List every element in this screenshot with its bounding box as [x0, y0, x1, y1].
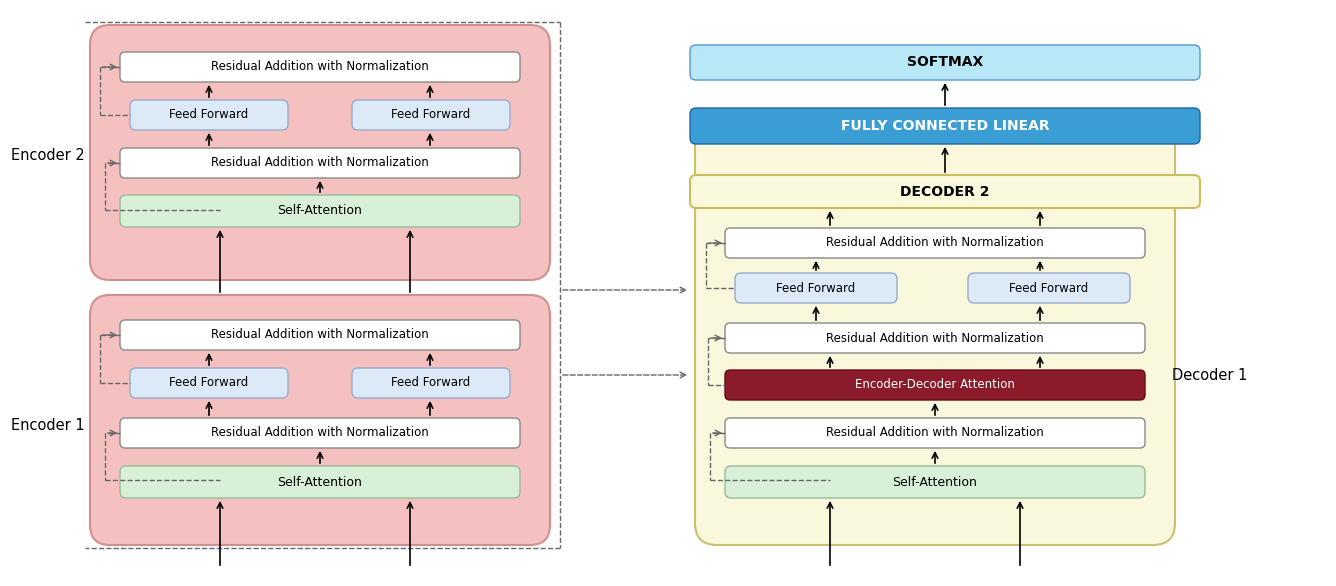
Text: Residual Addition with Normalization: Residual Addition with Normalization — [826, 427, 1043, 440]
FancyBboxPatch shape — [725, 466, 1145, 498]
Text: Feed Forward: Feed Forward — [776, 281, 855, 295]
FancyBboxPatch shape — [120, 148, 520, 178]
Text: Residual Addition with Normalization: Residual Addition with Normalization — [211, 427, 429, 440]
Text: Feed Forward: Feed Forward — [391, 108, 470, 121]
FancyBboxPatch shape — [689, 108, 1200, 144]
Text: Encoder-Decoder Attention: Encoder-Decoder Attention — [855, 379, 1015, 391]
Text: Feed Forward: Feed Forward — [170, 376, 248, 390]
FancyBboxPatch shape — [120, 52, 520, 82]
FancyBboxPatch shape — [120, 195, 520, 227]
Text: Self-Attention: Self-Attention — [278, 205, 362, 217]
Text: FULLY CONNECTED LINEAR: FULLY CONNECTED LINEAR — [840, 119, 1049, 133]
Text: Self-Attention: Self-Attention — [278, 475, 362, 489]
FancyBboxPatch shape — [90, 25, 550, 280]
FancyBboxPatch shape — [689, 45, 1200, 80]
FancyBboxPatch shape — [725, 418, 1145, 448]
Text: Residual Addition with Normalization: Residual Addition with Normalization — [826, 237, 1043, 250]
FancyBboxPatch shape — [725, 370, 1145, 400]
Text: Self-Attention: Self-Attention — [892, 475, 978, 489]
Text: Residual Addition with Normalization: Residual Addition with Normalization — [211, 329, 429, 342]
FancyBboxPatch shape — [120, 320, 520, 350]
FancyBboxPatch shape — [689, 175, 1200, 208]
Text: Decoder 1: Decoder 1 — [1172, 367, 1248, 383]
Text: Feed Forward: Feed Forward — [1010, 281, 1089, 295]
FancyBboxPatch shape — [351, 100, 510, 130]
Text: SOFTMAX: SOFTMAX — [907, 56, 983, 70]
Text: Encoder 2: Encoder 2 — [11, 148, 86, 162]
FancyBboxPatch shape — [130, 368, 289, 398]
Text: Residual Addition with Normalization: Residual Addition with Normalization — [826, 332, 1043, 345]
Text: DECODER 2: DECODER 2 — [900, 185, 990, 199]
FancyBboxPatch shape — [351, 368, 510, 398]
FancyBboxPatch shape — [120, 418, 520, 448]
FancyBboxPatch shape — [725, 228, 1145, 258]
Text: Residual Addition with Normalization: Residual Addition with Normalization — [211, 156, 429, 169]
Text: Feed Forward: Feed Forward — [170, 108, 248, 121]
Text: Feed Forward: Feed Forward — [391, 376, 470, 390]
Text: Encoder 1: Encoder 1 — [11, 417, 84, 432]
Text: Residual Addition with Normalization: Residual Addition with Normalization — [211, 60, 429, 73]
FancyBboxPatch shape — [969, 273, 1130, 303]
FancyBboxPatch shape — [725, 323, 1145, 353]
FancyBboxPatch shape — [130, 100, 289, 130]
FancyBboxPatch shape — [120, 466, 520, 498]
FancyBboxPatch shape — [695, 120, 1174, 545]
FancyBboxPatch shape — [90, 295, 550, 545]
FancyBboxPatch shape — [735, 273, 896, 303]
